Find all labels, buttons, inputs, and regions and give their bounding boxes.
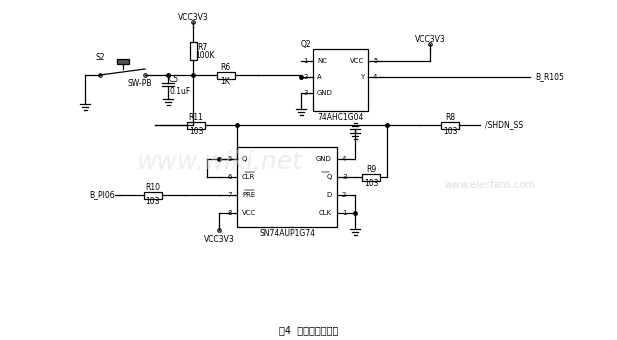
Text: R11: R11 xyxy=(189,114,204,122)
Text: 图4  开关模块原理图: 图4 开关模块原理图 xyxy=(279,325,338,335)
Text: VCC3V3: VCC3V3 xyxy=(415,35,445,45)
Bar xyxy=(187,121,205,129)
Text: GND: GND xyxy=(316,156,332,162)
Text: www.elecfans.com: www.elecfans.com xyxy=(445,180,536,190)
Bar xyxy=(217,71,234,79)
Text: R8: R8 xyxy=(445,114,455,122)
Text: www.wiki.net: www.wiki.net xyxy=(137,150,303,174)
Bar xyxy=(189,42,196,60)
Text: D: D xyxy=(327,192,332,198)
Text: VCC3V3: VCC3V3 xyxy=(178,14,209,22)
Text: NC: NC xyxy=(317,58,327,64)
Text: VCC: VCC xyxy=(350,58,364,64)
Text: VCC: VCC xyxy=(242,210,256,216)
Text: 8: 8 xyxy=(228,210,232,216)
Text: R10: R10 xyxy=(145,184,160,192)
Bar xyxy=(362,173,380,181)
Text: 5: 5 xyxy=(228,156,232,162)
Text: 3: 3 xyxy=(304,90,308,96)
Text: 0.1uF: 0.1uF xyxy=(169,86,190,96)
Text: 103: 103 xyxy=(189,128,203,136)
Text: C5: C5 xyxy=(169,75,179,85)
Text: /SHDN_SS: /SHDN_SS xyxy=(485,120,523,130)
Text: 2: 2 xyxy=(342,192,346,198)
Bar xyxy=(144,191,162,199)
Text: 6: 6 xyxy=(228,174,232,180)
Text: 1K: 1K xyxy=(221,78,230,86)
Text: Q2: Q2 xyxy=(300,39,311,49)
Text: PRE: PRE xyxy=(242,192,255,198)
Text: CLR: CLR xyxy=(242,174,255,180)
Text: SN74AUP1G74: SN74AUP1G74 xyxy=(259,230,315,238)
Text: 74AHC1G04: 74AHC1G04 xyxy=(317,114,363,122)
Bar xyxy=(237,147,337,227)
Text: 1: 1 xyxy=(342,210,347,216)
Text: GND: GND xyxy=(317,90,333,96)
Text: 4: 4 xyxy=(373,74,378,80)
Bar xyxy=(441,121,459,129)
Text: 4: 4 xyxy=(342,156,346,162)
Text: 100K: 100K xyxy=(195,51,214,61)
Text: SW-PB: SW-PB xyxy=(128,80,152,88)
Text: R6: R6 xyxy=(220,64,231,72)
Text: R9: R9 xyxy=(366,166,376,174)
Bar xyxy=(117,59,128,64)
Text: VCC3V3: VCC3V3 xyxy=(204,235,234,243)
Text: 3: 3 xyxy=(342,174,347,180)
Text: 5: 5 xyxy=(373,58,378,64)
Text: Q: Q xyxy=(242,156,247,162)
Text: 2: 2 xyxy=(304,74,308,80)
Text: 1: 1 xyxy=(304,58,308,64)
Text: A: A xyxy=(317,74,321,80)
Bar xyxy=(313,49,368,111)
Text: S2: S2 xyxy=(95,52,105,62)
Text: Q: Q xyxy=(326,174,332,180)
Text: 7: 7 xyxy=(228,192,232,198)
Text: R7: R7 xyxy=(197,44,208,52)
Text: 103: 103 xyxy=(145,198,160,206)
Text: 103: 103 xyxy=(364,180,378,188)
Text: B_PI06: B_PI06 xyxy=(89,190,115,200)
Text: CLK: CLK xyxy=(319,210,332,216)
Text: Y: Y xyxy=(360,74,364,80)
Text: 103: 103 xyxy=(443,128,457,136)
Text: B_R105: B_R105 xyxy=(535,72,564,82)
